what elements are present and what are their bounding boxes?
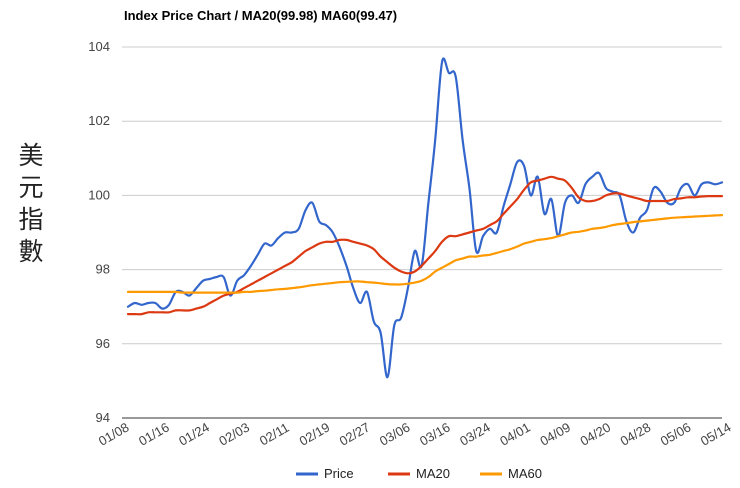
y-tick-label: 100	[88, 187, 110, 202]
x-tick-label: 05/14	[698, 419, 734, 448]
x-tick-label: 02/27	[337, 419, 373, 448]
chart-title: Index Price Chart / MA20(99.98) MA60(99.…	[124, 8, 398, 23]
x-tick-label: 04/09	[537, 419, 573, 448]
y-axis-label-char: 指	[18, 205, 44, 234]
series-line-ma20	[126, 175, 724, 316]
y-axis-label-char: 美	[18, 141, 44, 170]
y-tick-label: 98	[96, 262, 110, 277]
x-tick-label: 02/19	[297, 419, 333, 448]
series-line-price	[126, 57, 724, 379]
legend-label-ma20[interactable]: MA20	[416, 466, 450, 481]
x-tick-label: 01/24	[176, 419, 212, 448]
x-tick-label: 02/03	[216, 419, 252, 448]
y-tick-label: 94	[96, 410, 110, 425]
y-axis-side-label: 美 元 指 數	[14, 140, 48, 268]
y-axis-label-char: 元	[18, 173, 44, 202]
y-tick-label: 96	[96, 336, 110, 351]
series-line-ma60	[126, 214, 724, 294]
gridlines	[122, 46, 722, 419]
x-tick-label: 05/06	[658, 419, 694, 448]
y-tick-label: 104	[88, 39, 110, 54]
x-tick-label: 03/16	[417, 419, 453, 448]
x-tick-label: 03/24	[457, 419, 493, 448]
x-tick-label: 04/28	[618, 419, 654, 448]
x-axis-ticks: 01/08 01/16 01/24 02/03 02/11 02/19 02/27 03/06…	[96, 419, 734, 448]
x-tick-label: 03/06	[377, 419, 413, 448]
y-tick-label: 102	[88, 113, 110, 128]
legend-label-price[interactable]: Price	[324, 466, 354, 481]
x-tick-label: 01/16	[136, 419, 172, 448]
legend-label-ma60[interactable]: MA60	[508, 466, 542, 481]
x-tick-label: 04/01	[497, 419, 533, 448]
legend[interactable]: Price MA20 MA60	[296, 466, 542, 481]
x-tick-label: 02/11	[257, 420, 292, 449]
y-axis-ticks: 94 96 98 100 102 104	[88, 39, 110, 425]
series-lines	[126, 57, 724, 379]
x-tick-label: 04/20	[578, 419, 614, 448]
y-axis-label-char: 數	[18, 237, 44, 266]
